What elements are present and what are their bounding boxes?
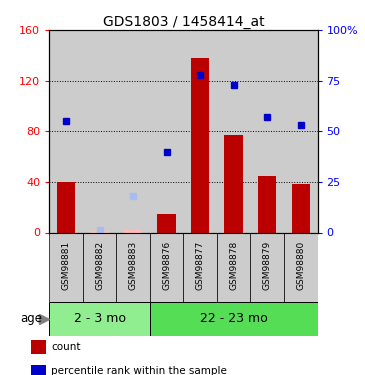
Text: 2 - 3 mo: 2 - 3 mo (74, 312, 126, 325)
Bar (57, 182, 75, 232)
Bar (150, 302, 318, 336)
Text: GSM98878: GSM98878 (229, 241, 238, 290)
Bar (150, 30, 184, 232)
Text: percentile rank within the sample: percentile rank within the sample (51, 366, 227, 375)
Bar (250, 30, 284, 232)
Bar (83, 232, 116, 302)
Bar (183, 30, 217, 232)
Text: age: age (20, 312, 42, 325)
Bar (191, 58, 210, 232)
Bar (91, 231, 109, 232)
Bar (258, 176, 276, 232)
Bar (183, 232, 217, 302)
Title: GDS1803 / 1458414_at: GDS1803 / 1458414_at (103, 15, 264, 29)
Bar (224, 135, 243, 232)
Bar (284, 30, 318, 232)
Bar (292, 184, 310, 232)
Bar (217, 30, 250, 232)
Text: GSM98879: GSM98879 (263, 241, 272, 290)
Bar (116, 30, 150, 232)
Text: GSM98882: GSM98882 (95, 241, 104, 290)
Text: GSM98877: GSM98877 (196, 241, 205, 290)
Bar (217, 232, 250, 302)
Bar (49, 232, 83, 302)
Bar (83, 30, 116, 232)
Bar (150, 232, 184, 302)
Bar (284, 232, 318, 302)
Bar (49, 30, 83, 232)
Bar (116, 232, 150, 302)
Bar (250, 232, 284, 302)
Text: GSM98881: GSM98881 (62, 241, 70, 290)
Bar (124, 230, 142, 232)
Text: count: count (51, 342, 81, 352)
Text: GSM98883: GSM98883 (128, 241, 138, 290)
Bar (49, 302, 150, 336)
Bar (157, 213, 176, 232)
Text: GSM98880: GSM98880 (296, 241, 305, 290)
Text: 22 - 23 mo: 22 - 23 mo (200, 312, 268, 325)
Text: GSM98876: GSM98876 (162, 241, 171, 290)
